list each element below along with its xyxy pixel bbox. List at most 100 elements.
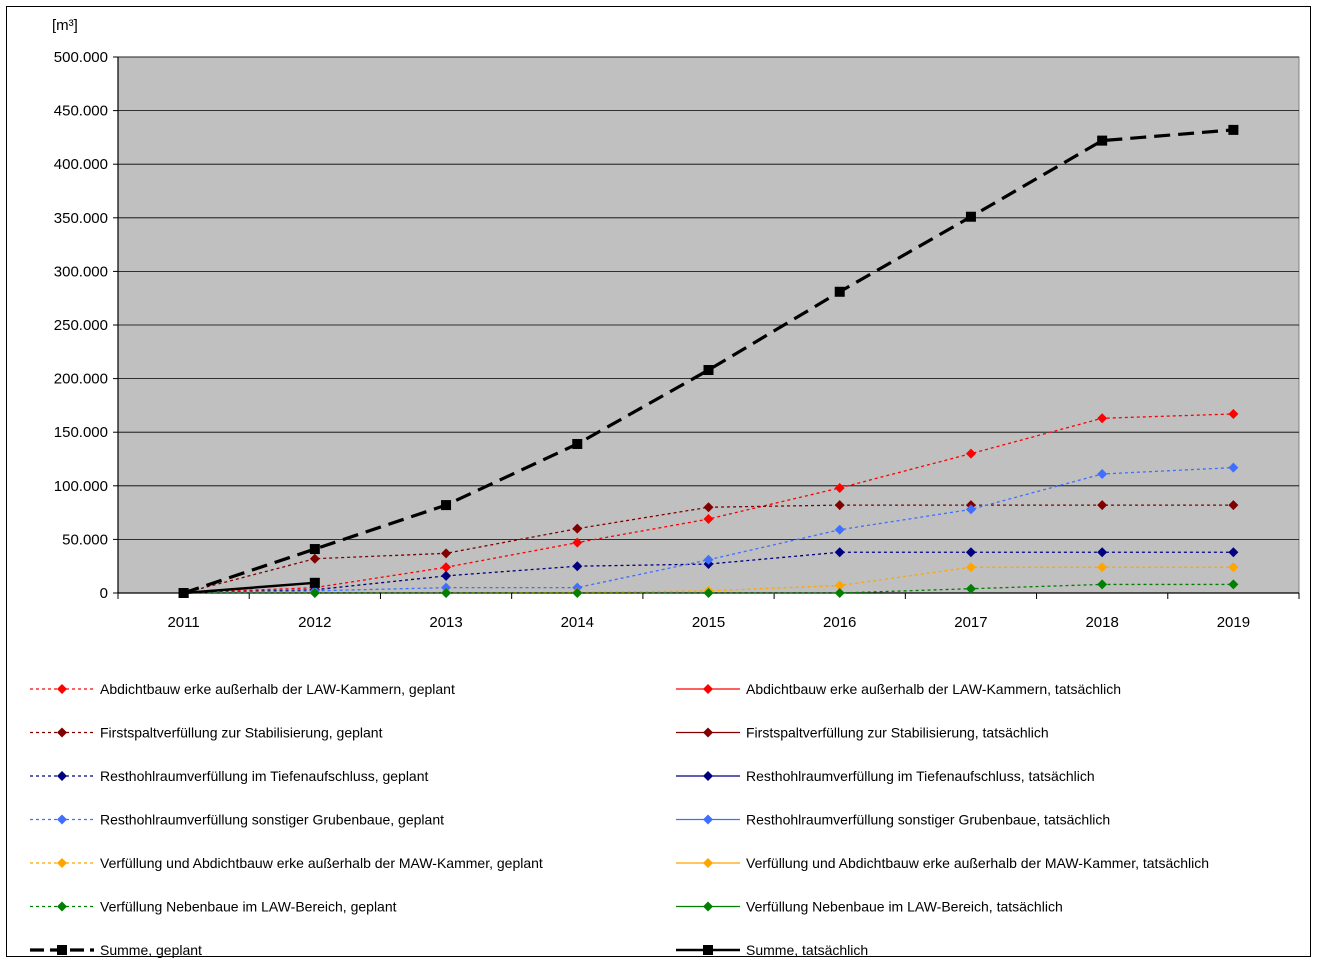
legend-marker — [57, 901, 67, 912]
series-line — [183, 466, 1234, 594]
y-axis-ticks: 0 50.000 100.000 150.000 200.000 250.000 300.0… — [54, 49, 118, 602]
data-point — [572, 537, 583, 548]
data-point — [834, 524, 845, 535]
series-line — [183, 551, 1234, 594]
y-tick-label: 50.000 — [62, 531, 108, 548]
y-tick-label: 450.000 — [54, 103, 108, 120]
data-point — [572, 438, 583, 449]
legend-marker — [703, 684, 713, 694]
legend-entry: Summe, tatsächlich — [676, 942, 868, 958]
data-point — [1097, 413, 1108, 424]
legend-label: Abdichtbauw erke außerhalb der LAW-Kamme… — [746, 681, 1121, 697]
data-point — [834, 482, 845, 493]
y-tick-label: 300.000 — [54, 263, 108, 280]
x-tick-label: 2017 — [954, 614, 987, 631]
data-point — [703, 588, 714, 598]
y-tick-label: 500.000 — [54, 49, 108, 66]
data-point — [1097, 469, 1108, 480]
data-point — [965, 211, 976, 222]
data-point — [834, 500, 845, 511]
x-tick-label: 2016 — [823, 614, 856, 631]
legend-label: Summe, geplant — [100, 942, 202, 958]
legend-label: Firstspaltverfüllung zur Stabilisierung,… — [100, 725, 383, 741]
legend-entry: Resthohlraumverfüllung im Tiefenaufschlu… — [30, 768, 429, 784]
data-point — [1097, 562, 1108, 573]
data-point — [178, 588, 189, 598]
data-point — [834, 286, 845, 297]
data-point — [441, 582, 452, 593]
y-tick-label: 250.000 — [54, 317, 108, 334]
x-tick-label: 2019 — [1217, 614, 1250, 631]
x-tick-label: 2013 — [429, 614, 462, 631]
legend-marker — [57, 727, 67, 738]
legend-label: Abdichtbauw erke außerhalb der LAW-Kamme… — [100, 681, 455, 697]
data-point — [309, 577, 320, 588]
data-point — [965, 448, 976, 459]
data-point — [441, 588, 452, 598]
legend-marker — [703, 945, 713, 955]
data-point — [441, 548, 452, 559]
legend-marker — [57, 771, 67, 781]
legend-entry: Firstspaltverfüllung zur Stabilisierung,… — [676, 725, 1049, 741]
legend-entry: Verfüllung und Abdichtbauw erke außerhal… — [30, 855, 543, 871]
legend-label: Resthohlraumverfüllung sonstiger Grubenb… — [746, 812, 1110, 828]
data-point — [703, 514, 714, 525]
legend-entry: Summe, geplant — [30, 942, 202, 958]
legend-marker — [703, 858, 713, 868]
data-point — [1097, 579, 1108, 590]
gridlines — [117, 56, 1299, 594]
legend-entry: Abdichtbauw erke außerhalb der LAW-Kamme… — [676, 681, 1121, 697]
y-tick-label: 100.000 — [54, 478, 108, 495]
legend-label: Resthohlraumverfüllung sonstiger Grubenb… — [100, 812, 444, 828]
data-point — [965, 504, 976, 515]
data-point — [1228, 579, 1239, 590]
y-axis-unit-label: [m³] — [52, 17, 78, 34]
series-group — [178, 124, 1239, 598]
data-point — [965, 562, 976, 573]
data-point — [1228, 124, 1239, 135]
y-tick-label: 350.000 — [54, 210, 108, 227]
legend-marker — [703, 727, 713, 738]
legend-marker — [703, 771, 713, 781]
data-point — [572, 561, 583, 572]
data-point — [703, 554, 714, 565]
x-tick-label: 2012 — [298, 614, 331, 631]
data-point — [441, 562, 452, 573]
series-line — [183, 581, 315, 595]
data-point — [441, 570, 452, 581]
legend-marker — [57, 814, 67, 825]
legend-label: Firstspaltverfüllung zur Stabilisierung,… — [746, 725, 1049, 741]
data-point — [703, 502, 714, 513]
legend-entry: Firstspaltverfüllung zur Stabilisierung,… — [30, 725, 383, 741]
data-point — [834, 547, 845, 558]
data-point — [1228, 547, 1239, 558]
y-tick-label: 400.000 — [54, 156, 108, 173]
legend-label: Verfüllung Nebenbaue im LAW-Bereich, gep… — [100, 899, 397, 915]
data-point — [309, 553, 320, 564]
legend-entry: Verfüllung Nebenbaue im LAW-Bereich, tat… — [676, 899, 1063, 915]
data-point — [1097, 135, 1108, 146]
data-point — [965, 583, 976, 594]
data-point — [1228, 462, 1239, 473]
x-tick-label: 2011 — [167, 614, 199, 631]
y-tick-label: 150.000 — [54, 424, 108, 441]
legend-marker — [57, 684, 67, 694]
legend: Abdichtbauw erke außerhalb der LAW-Kamme… — [30, 681, 1209, 958]
legend-label: Resthohlraumverfüllung im Tiefenaufschlu… — [100, 768, 429, 784]
data-point — [441, 500, 452, 511]
data-point — [1097, 500, 1108, 511]
legend-label: Verfüllung und Abdichtbauw erke außerhal… — [746, 855, 1209, 871]
legend-label: Resthohlraumverfüllung im Tiefenaufschlu… — [746, 768, 1095, 784]
legend-entry: Abdichtbauw erke außerhalb der LAW-Kamme… — [30, 681, 455, 697]
x-tick-label: 2015 — [692, 614, 725, 631]
legend-label: Summe, tatsächlich — [746, 942, 868, 958]
legend-entry: Resthohlraumverfüllung im Tiefenaufschlu… — [676, 768, 1095, 784]
data-point — [965, 547, 976, 558]
data-point — [834, 580, 845, 591]
data-point — [1228, 562, 1239, 573]
data-point — [1228, 408, 1239, 419]
data-point — [309, 544, 320, 555]
legend-label: Verfüllung Nebenbaue im LAW-Bereich, tat… — [746, 899, 1063, 915]
legend-label: Verfüllung und Abdichtbauw erke außerhal… — [100, 855, 543, 871]
